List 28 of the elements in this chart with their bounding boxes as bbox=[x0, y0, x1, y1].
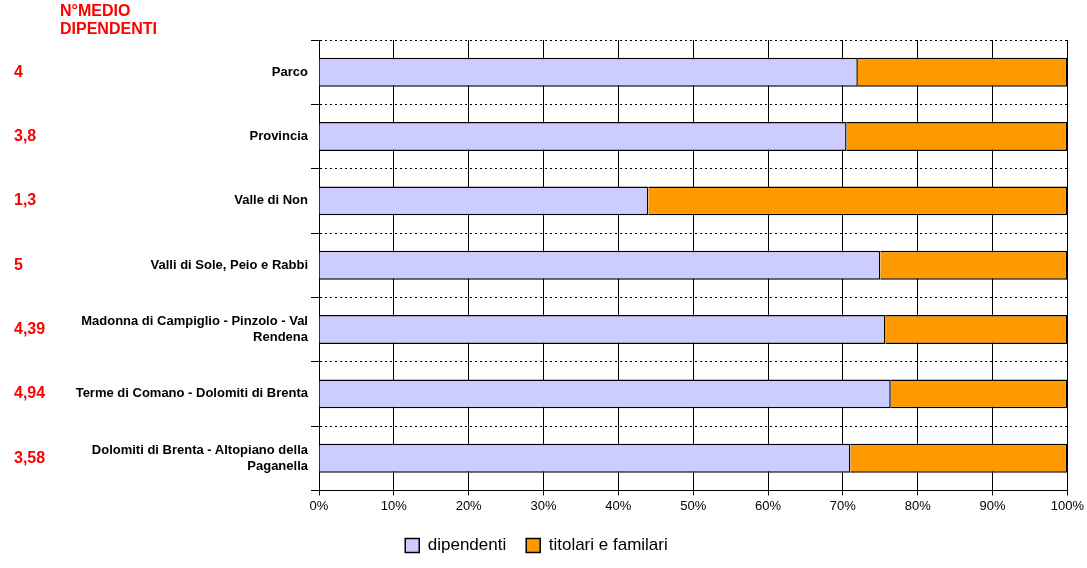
x-tick-label: 100% bbox=[1050, 497, 1085, 513]
text: 4,94 bbox=[14, 384, 46, 402]
text: 3,8 bbox=[14, 126, 37, 144]
x-tick-label: 40% bbox=[605, 497, 632, 513]
text: 4 bbox=[14, 62, 23, 80]
x-tick-label: 0% bbox=[309, 497, 329, 513]
y-tick-label: Parco bbox=[271, 63, 309, 79]
x-tick-label: 80% bbox=[904, 497, 932, 513]
y-tick-label: Madonna di Campiglio - Pinzolo - Val Rendena bbox=[81, 313, 309, 344]
y-tick-label: Valli di Sole, Peio e Rabbi bbox=[150, 256, 308, 272]
text: N°MEDIO DIPENDENTI bbox=[60, 2, 157, 38]
x-tick-label: 60% bbox=[755, 497, 782, 513]
x-tick-label: 90% bbox=[979, 497, 1006, 513]
x-tick-label: 20% bbox=[455, 497, 483, 513]
x-tick-label: 70% bbox=[829, 497, 857, 513]
legend-label: titolari e familari bbox=[548, 535, 668, 555]
text: 4,39 bbox=[14, 319, 46, 337]
x-tick-label: 10% bbox=[380, 497, 408, 513]
legend-label: dipendenti bbox=[427, 535, 507, 555]
y-tick-label: Provincia bbox=[249, 128, 309, 144]
y-tick-label: Valle di Non bbox=[234, 192, 309, 208]
text: 5 bbox=[14, 255, 23, 273]
y-tick-label: Terme di Comano - Dolomiti di Brenta bbox=[75, 385, 309, 401]
x-tick-label: 30% bbox=[530, 497, 557, 513]
text: 3,58 bbox=[14, 448, 46, 466]
text: 1,3 bbox=[14, 191, 37, 209]
y-tick-label: Dolomiti di Brenta - Altopiano della Paganella bbox=[91, 442, 309, 473]
x-tick-label: 50% bbox=[680, 497, 707, 513]
